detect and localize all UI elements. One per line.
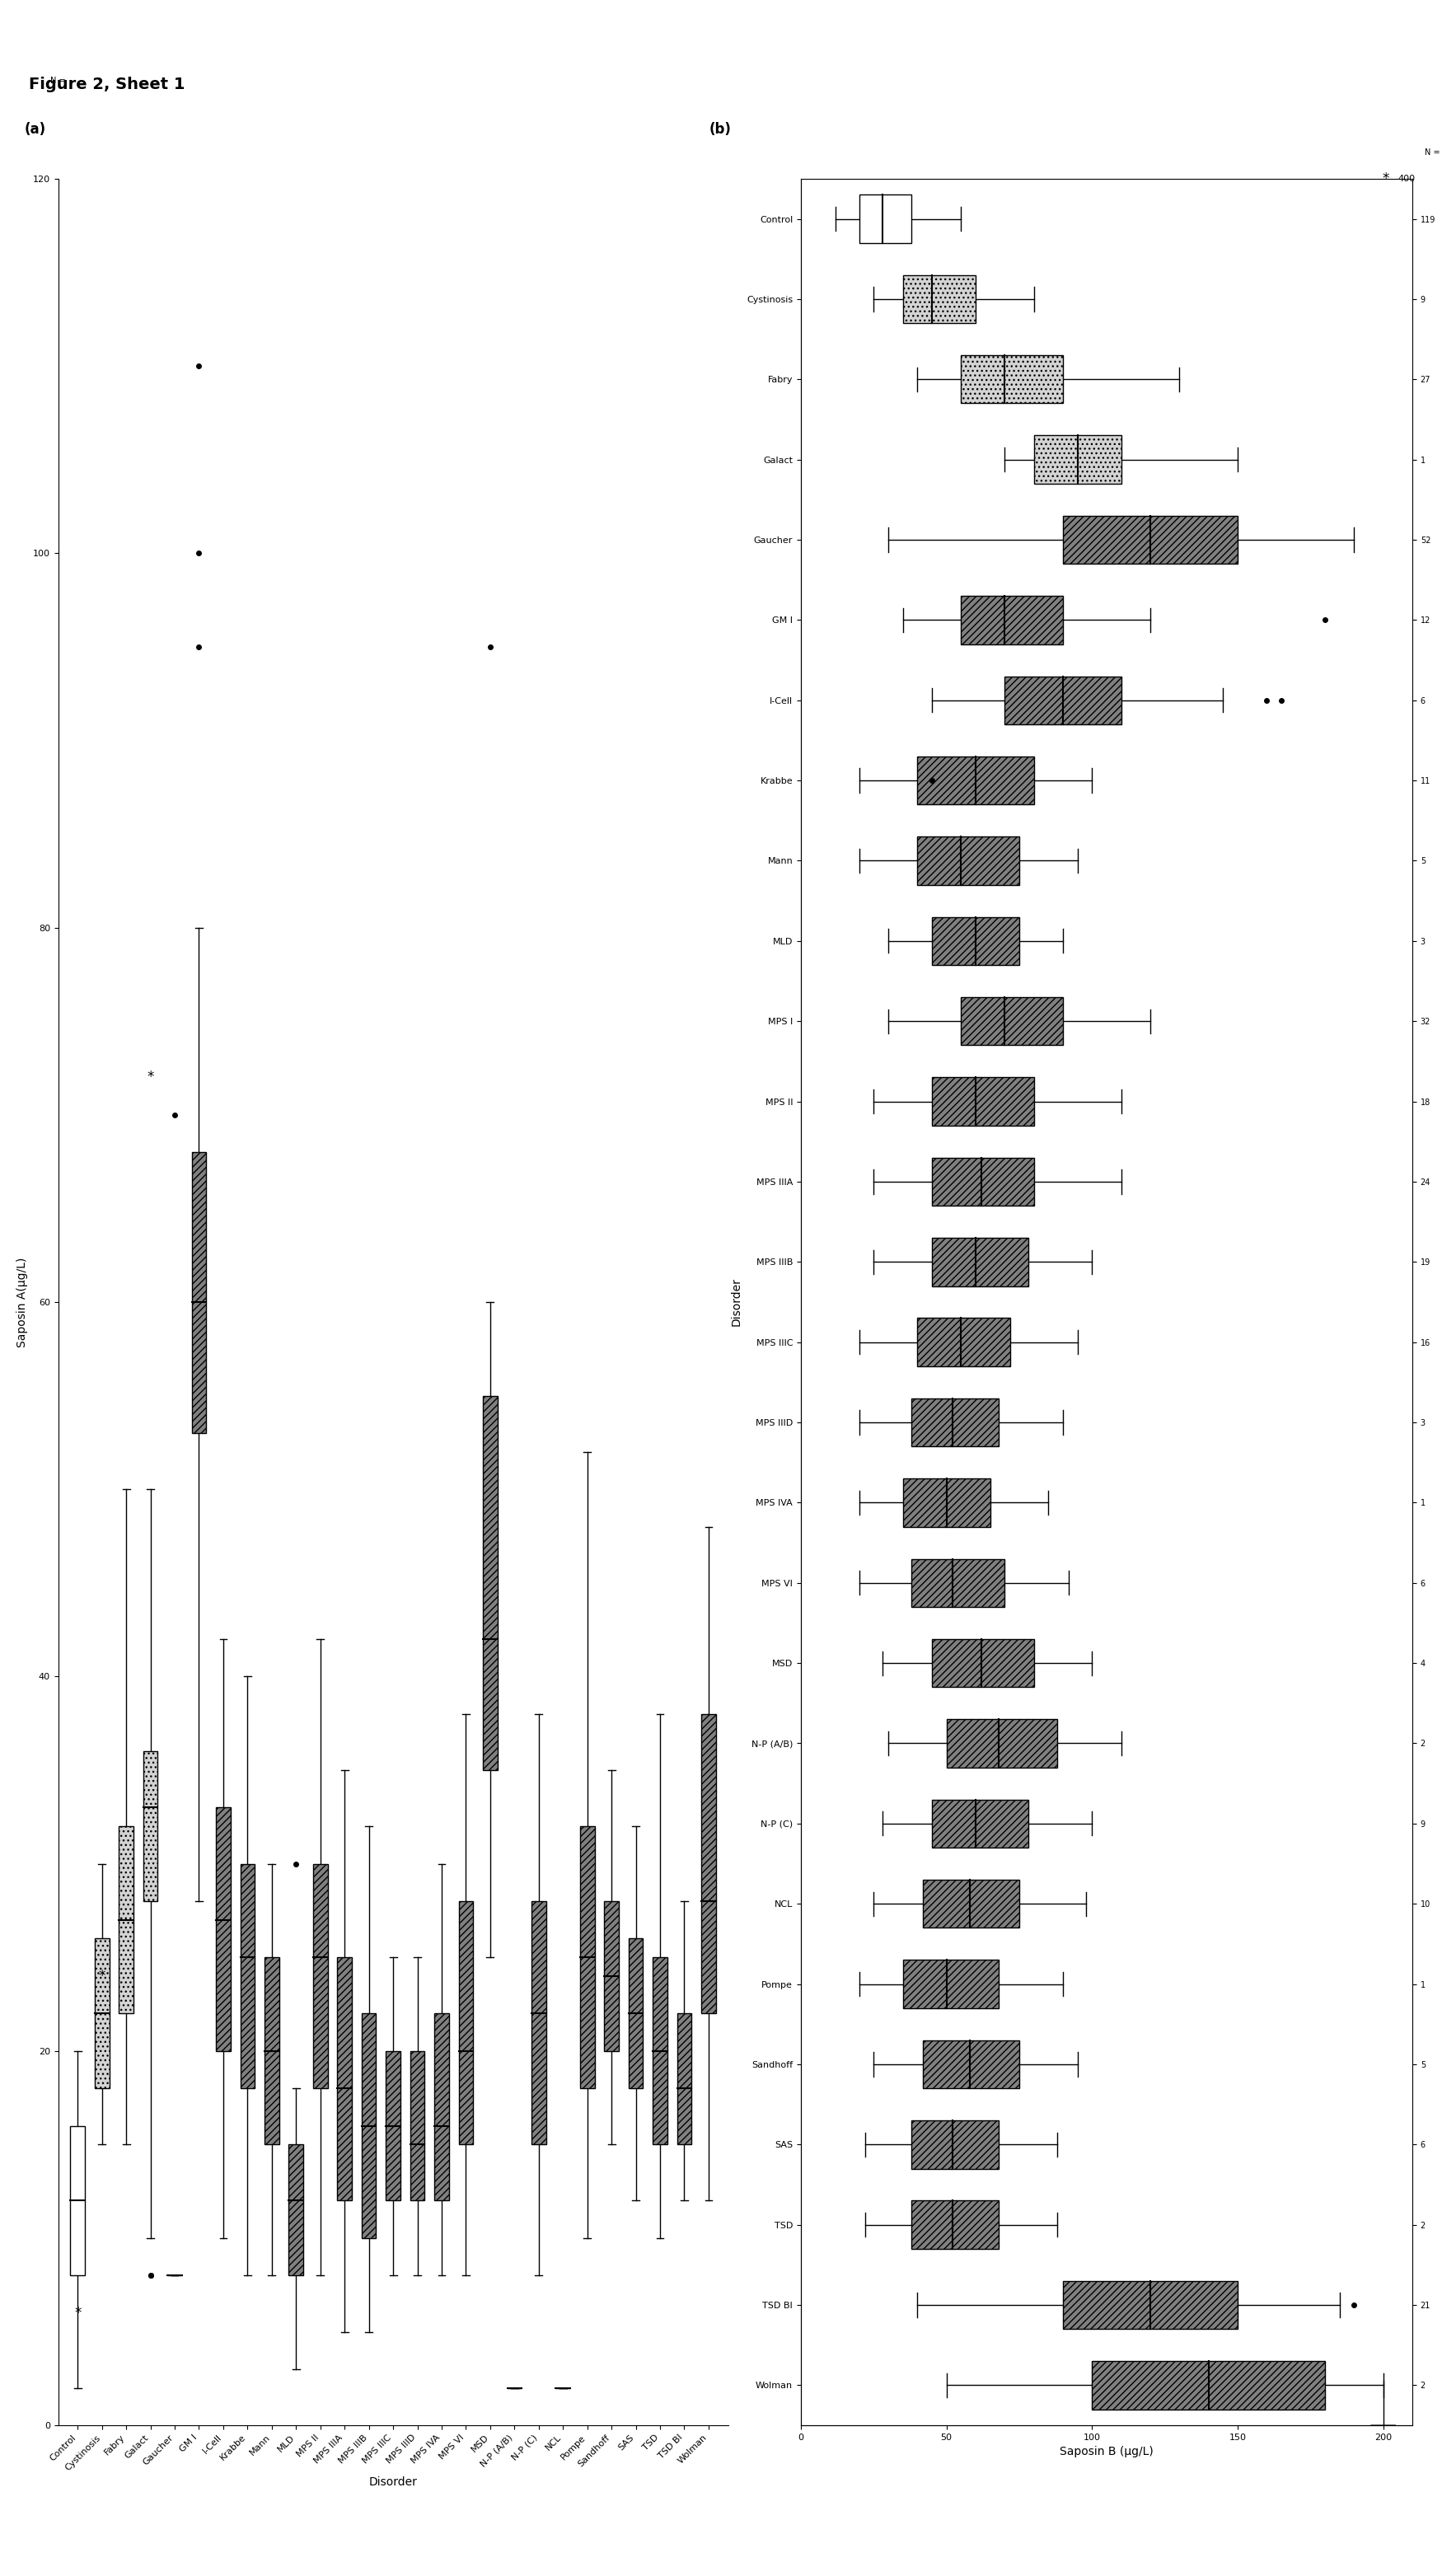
Bar bbox=[95, 1938, 109, 2088]
Bar bbox=[932, 1238, 1028, 1287]
Text: Figure 2, Sheet 1: Figure 2, Sheet 1 bbox=[29, 77, 185, 92]
Bar bbox=[859, 194, 911, 243]
Bar bbox=[917, 837, 1019, 886]
Bar bbox=[1092, 2362, 1325, 2410]
Bar bbox=[923, 1879, 1019, 1928]
Bar bbox=[911, 2201, 999, 2249]
Bar bbox=[702, 1713, 716, 2014]
Bar bbox=[604, 1902, 619, 2050]
Bar bbox=[932, 917, 1019, 965]
Bar bbox=[932, 1157, 1034, 1205]
Bar bbox=[265, 1958, 280, 2145]
Text: *: * bbox=[1382, 171, 1389, 186]
Bar bbox=[386, 2050, 400, 2201]
Bar bbox=[240, 1864, 255, 2088]
Bar bbox=[1034, 437, 1121, 483]
Bar bbox=[652, 1958, 667, 2145]
Bar bbox=[911, 2122, 999, 2167]
Bar bbox=[143, 1751, 157, 1902]
Bar bbox=[932, 1800, 1028, 1848]
Bar bbox=[361, 2014, 376, 2239]
Bar bbox=[932, 1639, 1034, 1688]
Bar bbox=[903, 1961, 999, 2009]
Text: N =: N = bbox=[1424, 148, 1440, 156]
Text: *: * bbox=[74, 2305, 82, 2321]
Text: (b): (b) bbox=[709, 123, 731, 138]
Bar bbox=[459, 1902, 473, 2145]
Bar bbox=[917, 756, 1034, 804]
Bar bbox=[579, 1825, 594, 2088]
Bar bbox=[313, 1864, 328, 2088]
Text: *: * bbox=[99, 1968, 105, 1984]
Bar bbox=[923, 2040, 1019, 2088]
Bar bbox=[903, 1478, 990, 1527]
X-axis label: Saposin B (μg/L): Saposin B (μg/L) bbox=[1060, 2446, 1153, 2459]
Bar bbox=[338, 1958, 352, 2201]
Bar bbox=[192, 1151, 207, 1432]
Bar bbox=[434, 2014, 448, 2201]
Bar bbox=[1063, 2280, 1238, 2328]
Bar bbox=[917, 1317, 1010, 1366]
Bar bbox=[119, 1825, 134, 2014]
Bar bbox=[1005, 677, 1121, 725]
Bar bbox=[288, 2145, 303, 2275]
Bar bbox=[215, 1808, 230, 2050]
Bar bbox=[531, 1902, 546, 2145]
Bar bbox=[903, 276, 976, 324]
Text: N =: N = bbox=[50, 77, 66, 84]
Bar bbox=[911, 1560, 1005, 1606]
Bar bbox=[946, 1718, 1057, 1767]
Bar bbox=[70, 2127, 84, 2275]
Y-axis label: Disorder: Disorder bbox=[731, 1276, 743, 1328]
Bar bbox=[961, 595, 1063, 643]
Y-axis label: Saposin A(μg/L): Saposin A(μg/L) bbox=[16, 1256, 28, 1348]
Bar bbox=[629, 1938, 644, 2088]
Bar bbox=[911, 1399, 999, 1448]
Bar bbox=[961, 355, 1063, 403]
Bar bbox=[483, 1396, 498, 1769]
Text: 400: 400 bbox=[1398, 174, 1415, 184]
Text: (a): (a) bbox=[25, 123, 47, 138]
X-axis label: Disorder: Disorder bbox=[368, 2476, 418, 2489]
Text: *: * bbox=[147, 1070, 154, 1085]
Bar bbox=[1063, 516, 1238, 564]
Bar bbox=[411, 2050, 425, 2201]
Bar bbox=[961, 998, 1063, 1044]
Bar bbox=[932, 1077, 1034, 1126]
Bar bbox=[677, 2014, 692, 2145]
